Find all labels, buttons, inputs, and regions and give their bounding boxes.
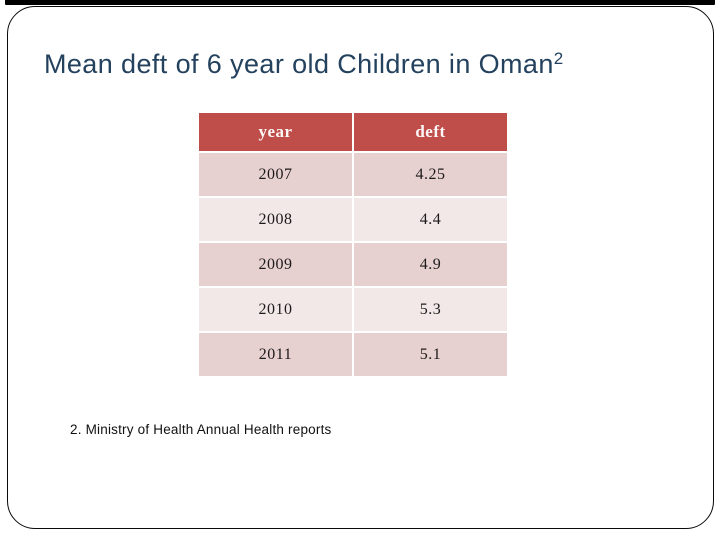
table-row: 2010 5.3 [199,288,507,331]
table-cell-deft: 4.25 [354,153,507,196]
page-title: Mean deft of 6 year old Children in Oman… [44,49,564,80]
table-row: 2007 4.25 [199,153,507,196]
table-cell-deft: 5.1 [354,333,507,376]
page-title-text: Mean deft of 6 year old Children in Oman [44,49,554,79]
table-cell-year: 2007 [199,153,352,196]
table-row: 2011 5.1 [199,333,507,376]
table-cell-year: 2008 [199,198,352,241]
data-table: year deft 2007 4.25 2008 4.4 2009 4.9 20… [197,111,509,378]
slide-border [7,6,714,529]
table-cell-year: 2009 [199,243,352,286]
title-superscript: 2 [553,49,564,68]
table-header-cell-year: year [199,113,352,151]
table-header-cell-deft: deft [354,113,507,151]
top-edge-bar [5,0,715,5]
table-header-row: year deft [199,113,507,151]
table-cell-year: 2010 [199,288,352,331]
table-cell-deft: 4.4 [354,198,507,241]
table-cell-deft: 5.3 [354,288,507,331]
table-cell-deft: 4.9 [354,243,507,286]
table-row: 2008 4.4 [199,198,507,241]
table-row: 2009 4.9 [199,243,507,286]
table-cell-year: 2011 [199,333,352,376]
footnote: 2. Ministry of Health Annual Health repo… [70,422,332,437]
